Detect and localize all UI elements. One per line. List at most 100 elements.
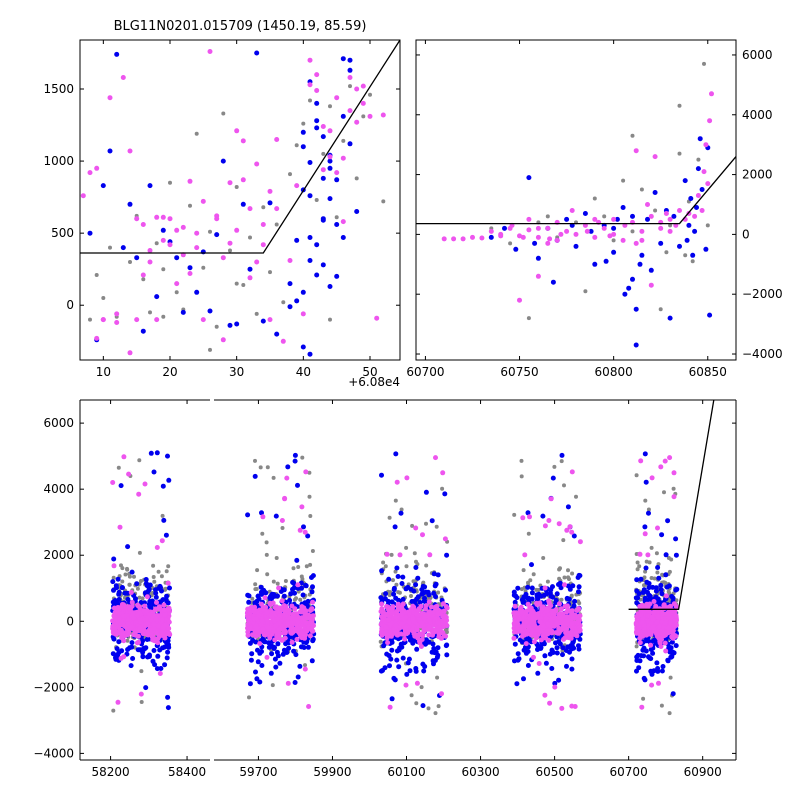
top-left-point (221, 111, 226, 116)
bottom-point (118, 604, 124, 610)
top-right-point (611, 225, 617, 231)
top-left-point (347, 67, 353, 73)
bottom-point (553, 630, 559, 636)
bottom-point (638, 458, 644, 464)
bottom-point (268, 593, 274, 599)
bottom-point (673, 536, 679, 542)
top-left-point (194, 245, 200, 251)
bottom-point (414, 680, 420, 686)
bottom-point (654, 551, 659, 556)
bottom-point (571, 603, 577, 609)
bottom-point (279, 637, 285, 643)
bottom-point (161, 607, 167, 613)
bottom-point (264, 654, 270, 660)
bottom-point (133, 596, 138, 602)
top-right-point (535, 225, 541, 231)
bottom-point (117, 524, 123, 530)
top-right-point (684, 237, 690, 243)
bottom-point (559, 597, 564, 602)
top-right-point (611, 249, 617, 255)
top-right-point (502, 225, 507, 231)
top-right-point (707, 312, 713, 318)
top-left-point (127, 201, 133, 207)
bottom-point (642, 451, 648, 457)
bottom-point (511, 635, 517, 641)
bottom-point (110, 651, 116, 657)
top-left-point (301, 121, 306, 126)
top-left-point (307, 57, 313, 63)
bottom-point (522, 623, 528, 629)
top-left-point (220, 158, 226, 164)
bottom-point (556, 677, 562, 683)
top-right-y-tick-label: −2000 (742, 287, 783, 301)
bottom-point (261, 632, 267, 638)
top-left-point (347, 108, 353, 114)
bottom-point (259, 663, 265, 668)
bottom-point (295, 482, 300, 488)
bottom-point (259, 510, 264, 516)
bottom-point (143, 685, 149, 691)
bottom-point (569, 629, 575, 635)
bottom-point (574, 494, 578, 499)
bottom-point (642, 524, 648, 530)
top-right-point (658, 240, 664, 246)
top-left-x-offset: +6.08e4 (348, 375, 400, 389)
bottom-point (123, 572, 128, 577)
bottom-point (577, 617, 582, 623)
bottom-point (562, 635, 568, 641)
top-right-point (639, 228, 645, 234)
bottom-point (404, 671, 410, 677)
bottom-point (162, 612, 168, 618)
top-left-point (108, 245, 112, 250)
bottom-point (292, 458, 298, 464)
top-left-point (214, 232, 220, 238)
bottom-point (546, 637, 552, 643)
top-left-point (308, 98, 312, 103)
bottom-point (159, 574, 164, 579)
top-left-point (94, 165, 100, 171)
top-left-point (128, 260, 132, 264)
bottom-point (521, 676, 526, 682)
bottom-point (557, 567, 562, 572)
top-right-y-tick-label: 2000 (742, 168, 773, 182)
bottom-point (143, 622, 148, 628)
bottom-point (414, 611, 419, 617)
top-right-x-tick-label: 60750 (500, 365, 538, 379)
bottom-point (518, 609, 524, 615)
bottom-point (165, 580, 171, 586)
bottom-point (158, 666, 164, 671)
bottom-point (413, 565, 419, 570)
bottom-point (659, 532, 665, 538)
top-right-point (611, 231, 617, 237)
bottom-point (140, 596, 145, 601)
bottom-point (570, 583, 576, 589)
bottom-point (249, 651, 255, 657)
top-left-point (214, 324, 219, 329)
top-right-point (677, 208, 682, 213)
bottom-point (411, 637, 417, 643)
top-right-point (686, 222, 692, 228)
top-left-point (168, 180, 172, 185)
bottom-point (440, 486, 445, 491)
bottom-point (420, 591, 426, 597)
bottom-point (156, 569, 161, 574)
bottom-point (520, 515, 526, 521)
top-right-point (664, 250, 669, 255)
bottom-point (663, 572, 669, 578)
bottom-point (129, 624, 134, 630)
top-right-point (626, 285, 632, 291)
bottom-point (272, 618, 277, 624)
bottom-point (279, 518, 285, 523)
bottom-point (379, 568, 385, 574)
bottom-point (667, 569, 672, 574)
bottom-point (426, 611, 432, 617)
bottom-point (406, 619, 412, 625)
bottom-point (389, 610, 395, 616)
bottom-point (420, 703, 426, 709)
bottom-point (397, 552, 403, 558)
top-left-point (174, 290, 179, 295)
bottom-point (268, 670, 274, 676)
top-right-point (451, 236, 457, 242)
top-left-point (280, 338, 286, 344)
top-left-point (161, 314, 166, 319)
